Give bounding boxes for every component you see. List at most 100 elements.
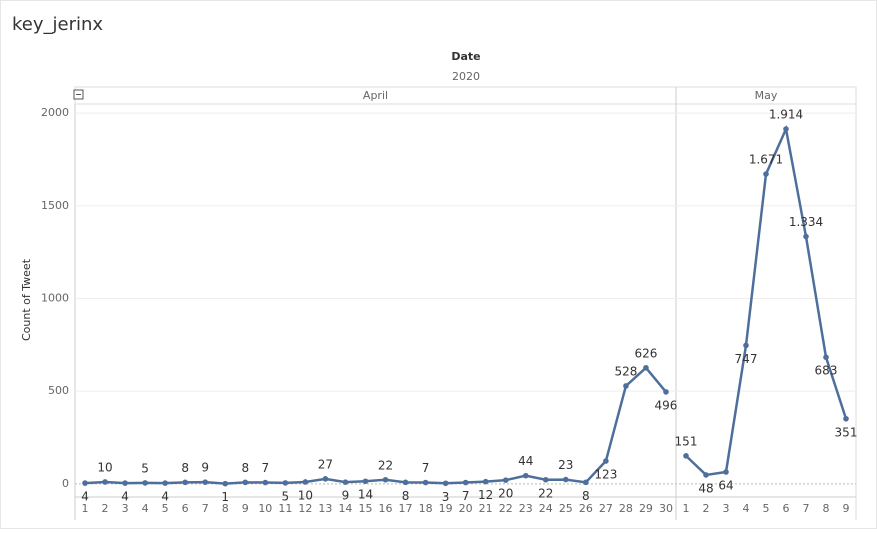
point	[122, 480, 128, 486]
point	[142, 480, 148, 486]
point	[723, 469, 729, 475]
x-tick-label: 2	[102, 502, 109, 515]
point	[502, 477, 509, 483]
x-tick-label: 4	[743, 502, 750, 515]
point	[462, 479, 469, 486]
month-label: April	[363, 89, 388, 102]
data-label: 8	[241, 461, 249, 475]
data-label: 4	[161, 490, 169, 504]
line	[685, 124, 848, 477]
data-label: 528	[614, 364, 637, 378]
x-tick-label: 29	[639, 502, 653, 515]
point	[603, 458, 609, 464]
x-tick-label: 11	[278, 502, 292, 515]
x-tick-label: 9	[843, 502, 850, 515]
point	[222, 480, 229, 487]
data-label: 7	[422, 461, 430, 475]
data-label: 123	[594, 468, 617, 482]
data-label: 151	[675, 434, 698, 448]
x-tick-label: 7	[803, 502, 810, 515]
data-label: 22	[538, 486, 553, 500]
month-label: May	[755, 89, 778, 102]
data-label: 7	[462, 489, 470, 503]
x-tick-label: 3	[723, 502, 730, 515]
x-tick-label: 17	[399, 502, 413, 515]
point	[282, 480, 289, 486]
header: Date	[451, 50, 480, 63]
data-label: 8	[582, 489, 590, 503]
x-tick-label: 6	[783, 502, 790, 515]
x-tick-label: 16	[379, 502, 393, 515]
x-tick-label: 8	[823, 502, 830, 515]
x-tick-label: 2	[703, 502, 710, 515]
point	[823, 354, 829, 361]
point	[302, 479, 309, 485]
y-tick-label: 500	[48, 384, 69, 397]
x-tick-label: 22	[499, 502, 513, 515]
data-label: 1	[221, 490, 229, 504]
x-tick-label: 24	[539, 502, 553, 515]
x-tick-label: 28	[619, 502, 633, 515]
x-tick-label: 1	[82, 502, 89, 515]
point	[843, 415, 849, 422]
point	[623, 383, 629, 389]
point	[322, 476, 329, 482]
point	[583, 479, 589, 486]
x-tick-label: 3	[122, 502, 129, 515]
data-label: 1.914	[769, 108, 803, 122]
data-label: 5	[141, 461, 149, 475]
x-tick-label: 5	[763, 502, 770, 515]
point	[683, 453, 689, 459]
data-label: 5	[282, 489, 290, 503]
data-label: 23	[558, 458, 573, 472]
x-tick-label: 15	[358, 502, 372, 515]
data-label: 626	[634, 346, 657, 360]
data-label: 683	[815, 364, 838, 378]
data-label: 4	[81, 490, 89, 504]
point	[402, 479, 409, 486]
data-label: 10	[97, 460, 112, 474]
data-label: 9	[201, 461, 209, 475]
point	[202, 479, 209, 485]
line	[84, 365, 667, 485]
point	[422, 479, 429, 486]
point	[482, 478, 489, 485]
point	[763, 171, 769, 177]
x-tick-label: 8	[222, 502, 229, 515]
data-label: 27	[318, 457, 333, 471]
month-header	[74, 86, 857, 105]
data-label: 9	[342, 489, 350, 503]
x-tick-label: 13	[318, 502, 332, 515]
point	[82, 480, 88, 486]
chart-title: key_jerinx	[12, 14, 103, 35]
data-label: 14	[358, 488, 373, 502]
data-label: 12	[478, 488, 493, 502]
x-tick-label: 30	[659, 502, 673, 515]
data-label: 64	[718, 478, 733, 492]
point	[362, 478, 369, 485]
x-tick-label: 25	[559, 502, 573, 515]
data-label: 8	[402, 489, 410, 503]
point	[563, 476, 569, 483]
point	[102, 479, 108, 485]
subheader: 2020	[452, 70, 480, 83]
point	[743, 342, 749, 349]
y-tick-label: 0	[62, 477, 69, 490]
data-label: 1.334	[789, 215, 823, 229]
point	[663, 389, 669, 395]
x-tick-label: 21	[479, 502, 493, 515]
y-tick-label: 1000	[41, 291, 69, 304]
point	[542, 476, 549, 483]
x-tick-label: 5	[162, 502, 169, 515]
x-tick-label: 1	[683, 502, 690, 515]
data-label: 8	[181, 461, 189, 475]
y-axis-label: Count of Tweet	[20, 258, 33, 341]
x-tick-label: 6	[182, 502, 189, 515]
data-label: 10	[298, 488, 313, 502]
point	[242, 479, 249, 486]
point	[803, 233, 809, 240]
x-tick-label: 27	[599, 502, 613, 515]
